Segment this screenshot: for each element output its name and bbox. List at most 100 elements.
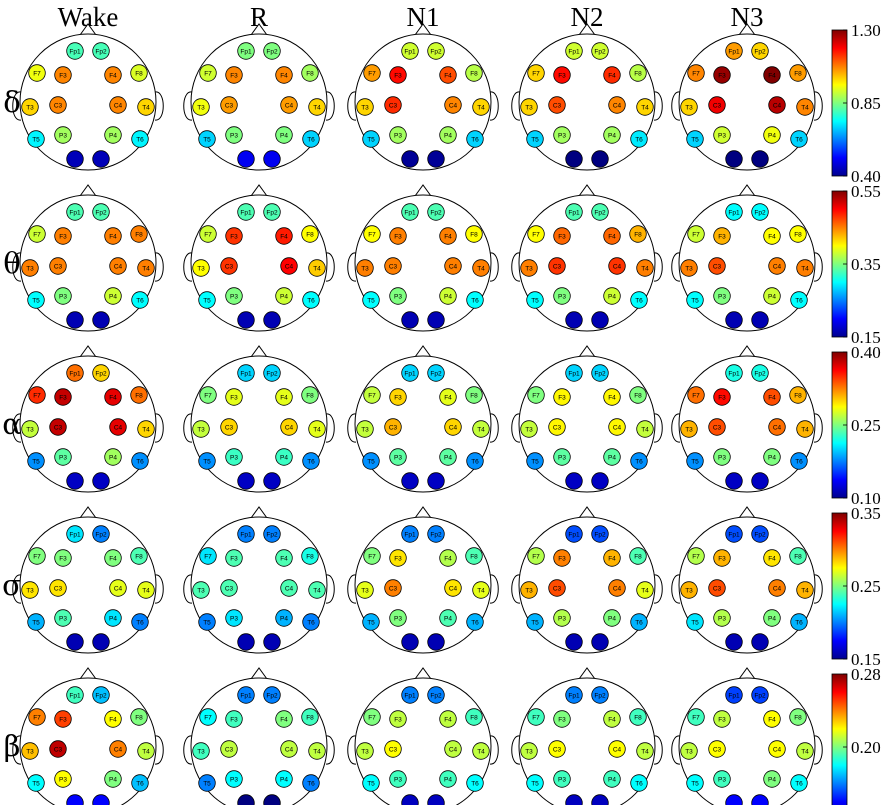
electrode-T4: [796, 98, 814, 116]
electrode-O1: [237, 794, 255, 805]
electrode-label-P3: P3: [558, 615, 566, 622]
electrode-T4: [636, 420, 654, 438]
electrode-label-T5: T5: [691, 780, 699, 787]
electrode-F7: [687, 708, 705, 726]
head-outline: [19, 33, 157, 171]
electrode-label-F3: F3: [59, 716, 67, 723]
electrode-F3: [54, 227, 72, 245]
nose: [578, 345, 596, 358]
head-map-β-N3: Fp1 Fp2 F7 F3 F4 F8 T3 C3 C4 T4 T5 P3 P4 T6: [671, 667, 823, 805]
electrode-label-T3: T3: [685, 587, 693, 594]
electrode-label-F4: F4: [280, 555, 288, 562]
electrode-P3: [225, 126, 243, 144]
electrode-Fp1: [66, 686, 84, 704]
electrode-label-P3: P3: [718, 293, 726, 300]
electrode-label-P3: P3: [59, 454, 67, 461]
electrode-P4: [763, 448, 781, 466]
electrode-label-F3: F3: [394, 555, 402, 562]
right-ear: [489, 735, 499, 765]
electrode-P3: [713, 448, 731, 466]
electrode-label-F8: F8: [306, 392, 314, 399]
electrode-C3: [49, 96, 67, 114]
electrode-P4: [603, 287, 621, 305]
electrode-label-T6: T6: [795, 780, 803, 787]
electrode-F7: [199, 64, 217, 82]
right-ear: [154, 252, 164, 282]
electrode-label-T6: T6: [795, 136, 803, 143]
electrode-label-C3: C3: [225, 102, 234, 109]
electrode-label-F3: F3: [394, 233, 402, 240]
right-ear: [154, 91, 164, 121]
electrode-O2: [427, 472, 445, 490]
electrode-P3: [54, 126, 72, 144]
electrode-Fp2: [427, 525, 445, 543]
electrode-C3: [49, 740, 67, 758]
electrode-label-P3: P3: [718, 454, 726, 461]
electrode-F8: [789, 225, 807, 243]
electrode-Fp1: [401, 203, 419, 221]
electrode-C3: [708, 257, 726, 275]
electrode-T6: [131, 130, 149, 148]
electrode-O2: [92, 633, 110, 651]
electrode-C4: [768, 418, 786, 436]
electrode-T3: [680, 420, 698, 438]
electrode-O2: [751, 472, 769, 490]
electrode-label-Fp1: Fp1: [404, 209, 416, 216]
electrode-T5: [362, 774, 380, 792]
electrode-T4: [472, 742, 490, 760]
electrode-label-T3: T3: [361, 104, 369, 111]
electrode-label-T6: T6: [471, 780, 479, 787]
electrode-label-Fp2: Fp2: [594, 692, 606, 699]
electrode-label-P4: P4: [444, 615, 452, 622]
electrode-T3: [356, 98, 374, 116]
head-outline: [190, 355, 328, 493]
right-ear: [813, 735, 823, 765]
electrode-F7: [363, 225, 381, 243]
electrode-label-F8: F8: [634, 70, 642, 77]
electrode-T5: [686, 774, 704, 792]
head-outline: [19, 194, 157, 332]
electrode-T6: [466, 291, 484, 309]
electrode-label-Fp2: Fp2: [95, 48, 107, 55]
electrode-T5: [686, 130, 704, 148]
electrode-C4: [768, 740, 786, 758]
electrode-label-T3: T3: [361, 265, 369, 272]
electrode-label-F8: F8: [306, 70, 314, 77]
electrode-T5: [686, 613, 704, 631]
electrode-T4: [137, 98, 155, 116]
electrode-Fp2: [591, 525, 609, 543]
electrode-Fp1: [237, 525, 255, 543]
left-ear: [347, 91, 357, 121]
electrode-T4: [137, 581, 155, 599]
electrode-T6: [630, 130, 648, 148]
electrode-F3: [225, 549, 243, 567]
electrode-label-P4: P4: [109, 776, 117, 783]
electrode-O1: [237, 472, 255, 490]
electrode-label-F7: F7: [33, 231, 41, 238]
electrode-label-F8: F8: [135, 714, 143, 721]
electrode-Fp1: [401, 364, 419, 382]
electrode-label-T6: T6: [136, 136, 144, 143]
electrode-label-F4: F4: [280, 716, 288, 723]
electrode-label-P4: P4: [280, 293, 288, 300]
colorbar-tick-label: 0.25: [851, 416, 881, 435]
electrode-label-Fp1: Fp1: [404, 531, 416, 538]
electrode-T4: [796, 581, 814, 599]
head-map-θ-N1: Fp1 Fp2 F7 F3 F4 F8 T3 C3 C4 T4 T5 P3 P4 T6: [347, 184, 499, 332]
electrode-C3: [548, 257, 566, 275]
electrode-F8: [465, 225, 483, 243]
electrode-P4: [439, 126, 457, 144]
electrode-T5: [526, 613, 544, 631]
right-ear: [154, 735, 164, 765]
electrode-P3: [713, 770, 731, 788]
electrode-label-P3: P3: [394, 615, 402, 622]
electrode-Fp1: [66, 525, 84, 543]
electrode-label-C4: C4: [114, 585, 123, 592]
electrode-F8: [465, 708, 483, 726]
electrode-O2: [263, 150, 281, 168]
electrode-O1: [725, 311, 743, 329]
head-outline: [19, 355, 157, 493]
electrode-label-T6: T6: [136, 619, 144, 626]
electrode-label-F3: F3: [230, 716, 238, 723]
colorbar-tick-label: 0.15: [851, 328, 881, 347]
